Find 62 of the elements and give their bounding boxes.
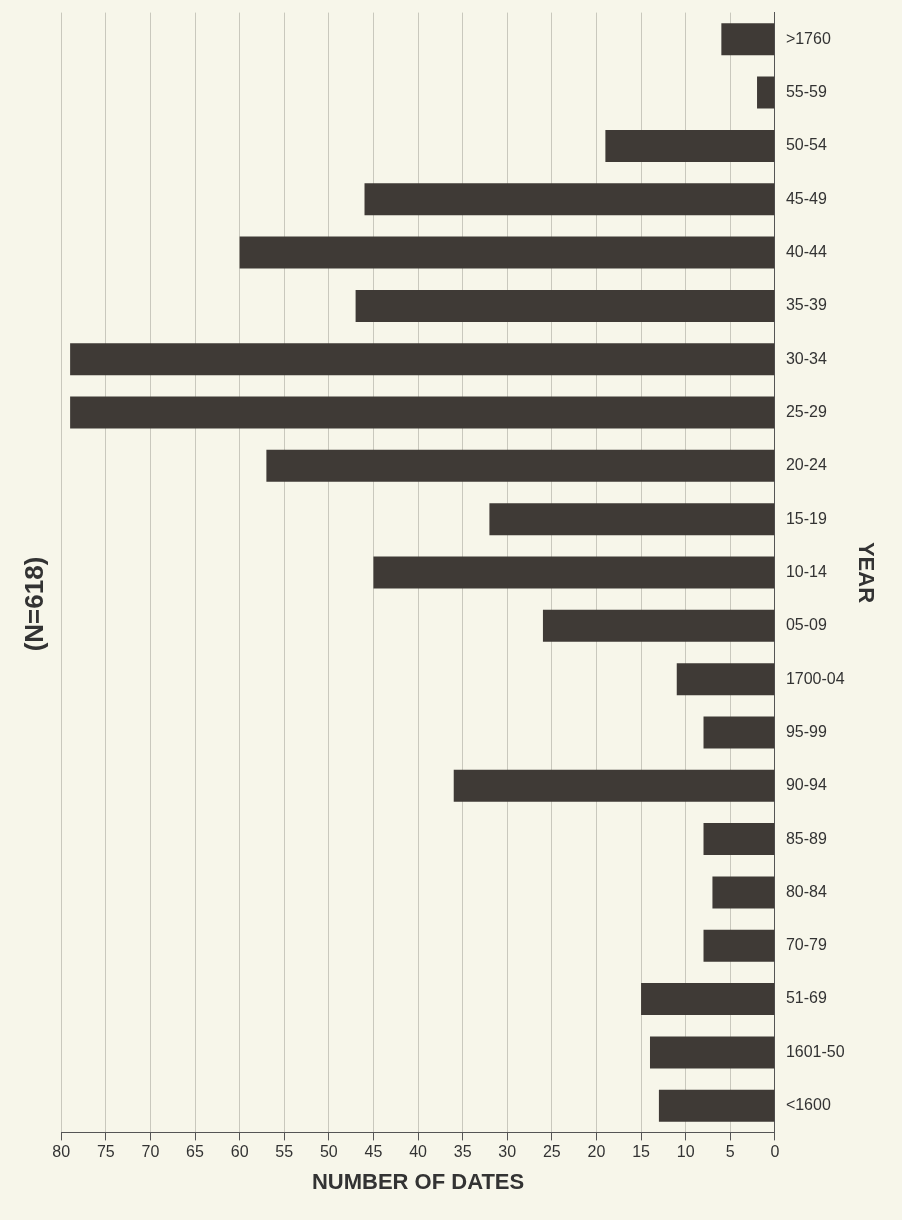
y-tick-label: <1600: [785, 1096, 831, 1114]
x-tick-label: 40: [409, 1143, 428, 1161]
bar: [703, 823, 775, 856]
y-tick-label: 90-94: [785, 776, 827, 794]
x-tick-label: 35: [453, 1143, 472, 1161]
y-tick-label: 35-39: [785, 296, 827, 314]
bar: [703, 716, 775, 749]
y-tick-label: 55-59: [785, 82, 827, 100]
x-tick-label: 75: [96, 1143, 115, 1161]
y-tick-label: 05-09: [785, 616, 827, 634]
x-tick-label: 20: [587, 1143, 606, 1161]
y-tick-label: 70-79: [785, 936, 827, 954]
y-tick-label: 50-54: [785, 136, 827, 154]
bar: [605, 129, 775, 162]
x-tick-label: 10: [676, 1143, 695, 1161]
bar: [489, 503, 775, 536]
bar: [542, 609, 775, 642]
x-tick-label: 80: [52, 1143, 71, 1161]
y-tick-label: 15-19: [785, 509, 827, 527]
bar: [239, 236, 775, 269]
y-tick-label: 40-44: [785, 242, 827, 260]
bar: [658, 1089, 775, 1122]
y-tick-label: 1700-04: [785, 669, 845, 687]
y-tick-label: >1760: [785, 29, 831, 47]
bar: [757, 76, 775, 109]
bar: [373, 556, 775, 589]
bar: [703, 929, 775, 962]
y-tick-label: 95-99: [785, 722, 827, 740]
x-tick-label: 60: [230, 1143, 249, 1161]
y-tick-label: 1601-50: [785, 1042, 845, 1060]
y-tick-label: 51-69: [785, 989, 827, 1007]
x-tick-label: 65: [186, 1143, 205, 1161]
bar: [649, 1036, 775, 1069]
bar: [70, 343, 775, 376]
x-tick-label: 30: [498, 1143, 517, 1161]
y-tick-label: 45-49: [785, 189, 827, 207]
bar: [453, 769, 775, 802]
y-tick-label: 80-84: [785, 882, 827, 900]
x-tick-label: 55: [275, 1143, 294, 1161]
y-tick-label: 85-89: [785, 829, 827, 847]
y-tick-label: 20-24: [785, 456, 827, 474]
x-tick-label: 25: [542, 1143, 561, 1161]
bar: [721, 23, 775, 56]
bar: [355, 289, 775, 322]
y-tick-label: 25-29: [785, 402, 827, 420]
y-tick-label: 10-14: [785, 562, 827, 580]
x-tick-label: 15: [632, 1143, 651, 1161]
bar: [266, 449, 775, 482]
y-axis-title: YEAR: [853, 541, 879, 604]
bar: [676, 663, 775, 696]
x-axis-title: NUMBER OF DATES: [311, 1168, 525, 1194]
x-tick-label: 50: [319, 1143, 338, 1161]
x-tick-label: 0: [770, 1143, 780, 1161]
bar: [364, 183, 775, 216]
y-tick-label: 30-34: [785, 349, 827, 367]
x-tick-label: 70: [141, 1143, 160, 1161]
x-tick-label: 5: [725, 1143, 735, 1161]
bar: [70, 396, 775, 429]
bar: [641, 983, 775, 1016]
bar: [712, 876, 775, 909]
text: (N=618): [18, 556, 49, 652]
x-tick-label: 45: [364, 1143, 383, 1161]
